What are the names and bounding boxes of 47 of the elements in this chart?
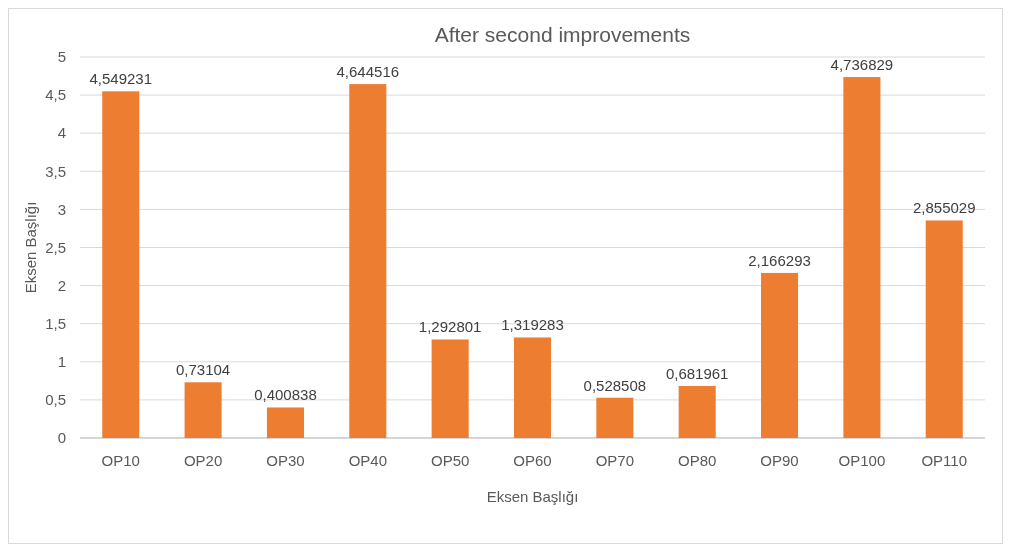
data-label: 1,292801 xyxy=(418,318,482,336)
bar xyxy=(596,397,634,438)
x-tick-label: OP10 xyxy=(101,452,140,469)
data-label: 0,681961 xyxy=(665,365,729,383)
bar xyxy=(925,220,963,438)
data-label: 2,855029 xyxy=(912,199,976,217)
x-tick-label: OP60 xyxy=(513,452,552,469)
x-tick-label: OP20 xyxy=(183,452,223,469)
chart-title: After second improvements xyxy=(434,23,691,46)
x-tick-label: OP40 xyxy=(348,452,387,469)
y-tick-label: 0,5 xyxy=(45,391,66,409)
bar xyxy=(349,84,387,438)
bar xyxy=(843,77,881,438)
y-tick-label: 1 xyxy=(57,353,66,371)
bar xyxy=(431,339,469,438)
x-axis-title: Eksen Başlığı xyxy=(486,488,579,505)
y-tick-label: 3 xyxy=(57,200,66,218)
y-tick-label: 4,5 xyxy=(45,86,66,104)
data-label: 4,644516 xyxy=(336,63,400,81)
x-tick-label: OP100 xyxy=(838,452,886,469)
x-tick-label: OP30 xyxy=(266,452,305,469)
data-label: 0,73104 xyxy=(175,361,231,379)
y-tick-label: 3,5 xyxy=(45,162,66,180)
data-label: 1,319283 xyxy=(501,316,564,334)
y-tick-label: 1,5 xyxy=(45,314,66,332)
x-tick-label: OP110 xyxy=(921,452,968,469)
x-tick-label: OP90 xyxy=(760,452,799,469)
y-tick-label: 2,5 xyxy=(45,238,66,256)
data-label: 0,400838 xyxy=(254,386,317,404)
bar xyxy=(102,91,140,438)
data-label: 2,166293 xyxy=(748,251,811,269)
x-tick-label: OP70 xyxy=(595,452,635,469)
data-label: 4,549231 xyxy=(89,70,153,88)
bar xyxy=(761,272,799,438)
x-tick-label: OP80 xyxy=(678,452,717,469)
y-tick-label: 0 xyxy=(57,429,66,447)
y-tick-label: 5 xyxy=(57,48,66,66)
data-label: 4,736829 xyxy=(830,56,894,74)
data-label: 0,528508 xyxy=(583,376,647,394)
bar xyxy=(184,382,222,438)
x-tick-label: OP50 xyxy=(430,452,470,469)
bar xyxy=(678,386,716,438)
y-axis-title: Eksen Başlığı xyxy=(22,201,39,294)
y-tick-label: 2 xyxy=(57,276,66,294)
y-tick-label: 4 xyxy=(57,124,66,142)
bar xyxy=(266,407,304,438)
bar xyxy=(513,337,552,438)
